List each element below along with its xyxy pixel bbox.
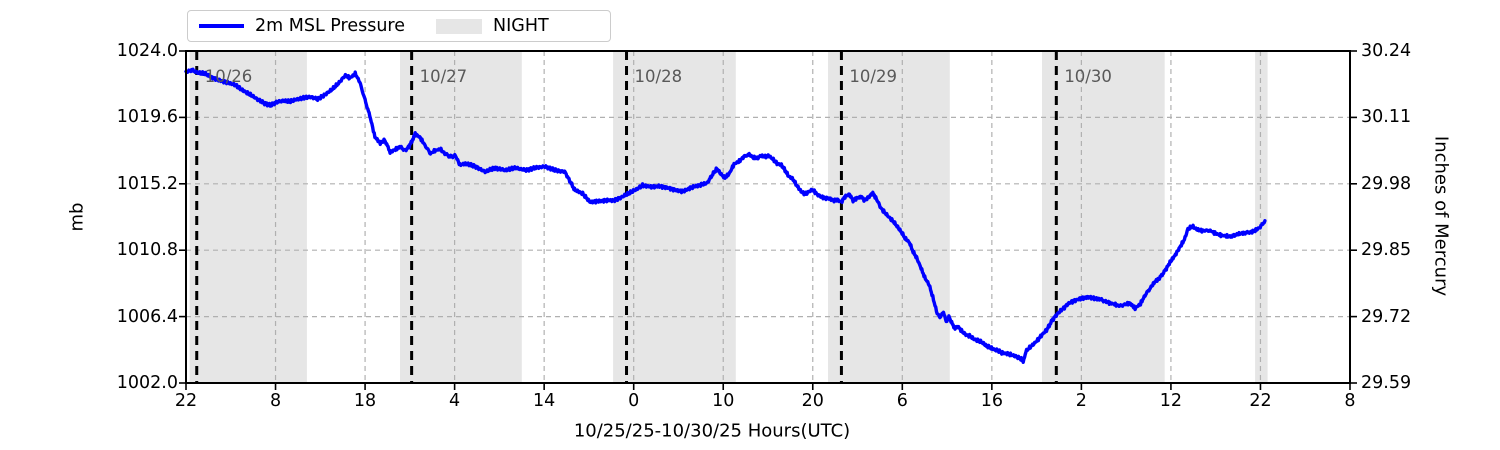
night-band: [1042, 51, 1165, 383]
y-axis-label-left: mb: [66, 202, 88, 232]
legend: 2m MSL Pressure NIGHT: [187, 10, 611, 42]
ytick-left-label: 1024.0: [116, 41, 178, 61]
ytick-left-label: 1019.6: [116, 107, 178, 128]
ytick-left-label: 1006.4: [116, 306, 178, 327]
date-label: 10/28: [634, 67, 683, 86]
ytick-right-label: 29.72: [1361, 306, 1412, 327]
ytick-right-label: 29.98: [1361, 173, 1412, 194]
pressure-line: [184, 67, 1267, 364]
date-label: 10/26: [204, 67, 253, 86]
xtick-label: 2: [1075, 391, 1087, 411]
ytick-left-label: 1010.8: [116, 240, 178, 261]
night-bands-group: [189, 51, 1268, 383]
legend-label-night: NIGHT: [493, 16, 549, 36]
tick-marks-group: [179, 50, 1357, 390]
ytick-right-label: 29.59: [1361, 373, 1412, 393]
legend-pressure-line-swatch: [199, 24, 244, 28]
gridlines-group: [186, 51, 1350, 383]
xtick-label: 22: [1249, 391, 1272, 411]
xtick-label: 10: [712, 391, 735, 411]
xtick-label: 22: [174, 391, 198, 411]
date-label: 10/27: [419, 67, 468, 86]
legend-label-pressure: 2m MSL Pressure: [255, 16, 405, 36]
xtick-label: 0: [628, 391, 640, 411]
xtick-label: 14: [533, 391, 556, 411]
x-axis-label: 10/25/25-10/30/25 Hours(UTC): [573, 420, 851, 442]
xtick-label: 20: [801, 391, 824, 411]
axes-frame: [185, 50, 1351, 384]
xtick-label: 8: [1344, 391, 1356, 411]
midnight-lines-group: [195, 51, 1058, 383]
night-band: [613, 51, 736, 383]
ytick-left-label: 1002.0: [116, 373, 178, 393]
night-band: [189, 51, 307, 383]
night-band: [400, 51, 522, 383]
axes-frame-group: [185, 50, 1351, 384]
pressure-line-group: [184, 67, 1267, 364]
legend-night-patch-swatch: [436, 18, 482, 34]
y-axis-label-right: Inches of Mercury: [1430, 135, 1452, 297]
date-label: 10/30: [1064, 67, 1112, 86]
xtick-label: 4: [449, 391, 461, 411]
xtick-label: 6: [896, 391, 908, 411]
ytick-right-label: 30.24: [1361, 41, 1412, 61]
ytick-left-label: 1015.2: [116, 173, 178, 194]
ytick-right-label: 29.85: [1361, 240, 1412, 261]
xtick-label: 8: [269, 391, 282, 411]
xtick-label: 18: [353, 391, 377, 411]
xtick-label: 12: [1159, 391, 1183, 411]
xtick-label: 16: [980, 391, 1003, 411]
date-label: 10/29: [849, 67, 897, 86]
ytick-right-label: 30.11: [1361, 107, 1412, 128]
night-band: [1255, 51, 1268, 383]
